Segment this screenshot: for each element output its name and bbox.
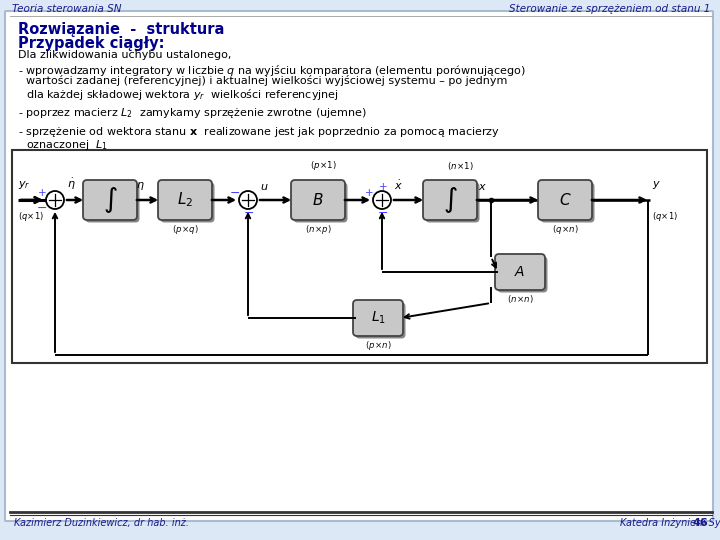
Text: −: − — [230, 186, 240, 199]
Text: $(p\!\times\!n)$: $(p\!\times\!n)$ — [364, 339, 392, 352]
Text: $B$: $B$ — [312, 192, 324, 208]
FancyBboxPatch shape — [423, 180, 477, 220]
Text: - sprzężenie od wektora stanu $\mathbf{x}$  realizowane jest jak poprzednio za p: - sprzężenie od wektora stanu $\mathbf{x… — [18, 125, 500, 139]
FancyBboxPatch shape — [498, 256, 547, 293]
Text: wartości zadanej (referencyjnej) i aktualnej wielkości wyjściowej systemu – po j: wartości zadanej (referencyjnej) i aktua… — [26, 75, 508, 86]
Text: +: + — [37, 188, 46, 198]
Text: Kazimierz Duzinkiewicz, dr hab. inż.: Kazimierz Duzinkiewicz, dr hab. inż. — [14, 518, 189, 528]
Text: $(n\!\times\!p)$: $(n\!\times\!p)$ — [305, 223, 331, 236]
FancyBboxPatch shape — [353, 300, 403, 336]
Text: $y$: $y$ — [652, 179, 661, 191]
Text: $x$: $x$ — [478, 182, 487, 192]
Text: $(p\!\times\!1)$: $(p\!\times\!1)$ — [310, 159, 336, 172]
FancyBboxPatch shape — [158, 180, 212, 220]
Circle shape — [46, 191, 64, 209]
Text: Przypadek ciągły:: Przypadek ciągły: — [18, 36, 164, 51]
Text: dla każdej składowej wektora $y_r$  wielkości referencyjnej: dla każdej składowej wektora $y_r$ wielk… — [26, 87, 338, 103]
Text: $C$: $C$ — [559, 192, 571, 208]
Text: $(n\!\times\!n)$: $(n\!\times\!n)$ — [507, 293, 534, 305]
Circle shape — [373, 191, 391, 209]
Text: $(q\!\times\!1)$: $(q\!\times\!1)$ — [18, 210, 44, 223]
Text: - wprowadzamy integratory w liczbie $q$ na wyjściu komparatora (elementu porównu: - wprowadzamy integratory w liczbie $q$ … — [18, 63, 526, 78]
FancyBboxPatch shape — [291, 180, 345, 220]
Text: Dla zlikwidowania uchybu ustalonego,: Dla zlikwidowania uchybu ustalonego, — [18, 50, 231, 60]
Text: −: − — [378, 206, 388, 219]
Text: $(q\!\times\!n)$: $(q\!\times\!n)$ — [552, 223, 578, 236]
Text: - poprzez macierz $L_2$  zamykamy sprzężenie zwrotne (ujemne): - poprzez macierz $L_2$ zamykamy sprzęże… — [18, 106, 366, 120]
Text: $y_r$: $y_r$ — [18, 179, 30, 191]
Text: Katedra Inżynierii Systemów Sterowania: Katedra Inżynierii Systemów Sterowania — [620, 518, 720, 529]
Text: $(q\!\times\!1)$: $(q\!\times\!1)$ — [652, 210, 678, 223]
Text: oznaczonej  $L_1$: oznaczonej $L_1$ — [26, 138, 108, 152]
Text: +: + — [365, 188, 373, 198]
FancyBboxPatch shape — [83, 180, 137, 220]
Text: $\int$: $\int$ — [443, 185, 457, 215]
FancyBboxPatch shape — [294, 183, 348, 222]
FancyBboxPatch shape — [161, 183, 215, 222]
Circle shape — [239, 191, 257, 209]
Text: $(p\!\times\!q)$: $(p\!\times\!q)$ — [171, 223, 198, 236]
Text: Rozwiązanie  -  struktura: Rozwiązanie - struktura — [18, 22, 225, 37]
FancyBboxPatch shape — [541, 183, 595, 222]
FancyBboxPatch shape — [5, 11, 713, 521]
FancyBboxPatch shape — [356, 302, 405, 339]
Text: Sterowanie ze sprzężeniem od stanu 1: Sterowanie ze sprzężeniem od stanu 1 — [508, 4, 710, 14]
FancyBboxPatch shape — [426, 183, 480, 222]
Text: $u$: $u$ — [260, 182, 269, 192]
Text: −: − — [244, 206, 254, 219]
Text: +: + — [379, 182, 387, 192]
Text: $A$: $A$ — [514, 265, 526, 279]
FancyBboxPatch shape — [538, 180, 592, 220]
Text: $\int$: $\int$ — [103, 185, 117, 215]
FancyBboxPatch shape — [495, 254, 545, 290]
Text: $L_2$: $L_2$ — [177, 191, 193, 210]
Text: $\dot{\eta}$: $\dot{\eta}$ — [67, 177, 76, 192]
Text: $(n\!\times\!1)$: $(n\!\times\!1)$ — [446, 160, 473, 172]
FancyBboxPatch shape — [86, 183, 140, 222]
Text: $L_1$: $L_1$ — [371, 310, 385, 326]
Text: −: − — [37, 201, 48, 214]
Text: $\eta$: $\eta$ — [136, 180, 145, 192]
Text: 46: 46 — [692, 518, 708, 528]
Text: $\dot{x}$: $\dot{x}$ — [394, 179, 403, 192]
Text: Teoria sterowania SN: Teoria sterowania SN — [12, 4, 122, 14]
